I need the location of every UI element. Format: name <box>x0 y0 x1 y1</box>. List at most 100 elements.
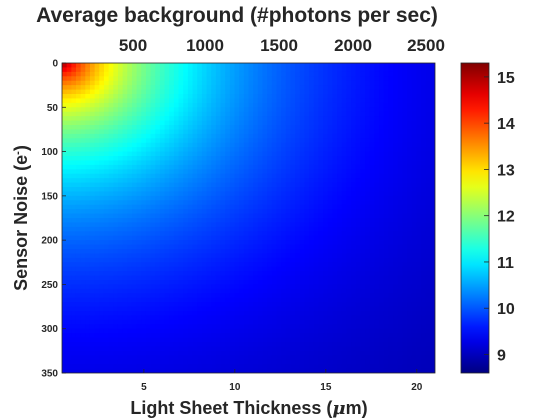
heatmap-cell <box>285 257 292 263</box>
heatmap-cell <box>271 102 278 108</box>
heatmap-cell <box>183 187 189 193</box>
heatmap-cell <box>201 266 208 272</box>
heatmap-cell <box>178 138 184 144</box>
heatmap-cell <box>187 342 194 348</box>
heatmap-cell <box>295 85 301 91</box>
heatmap-cell <box>355 151 361 157</box>
heatmap-cell <box>341 231 348 237</box>
heatmap-cell <box>225 302 231 308</box>
heatmap-cell <box>243 80 250 86</box>
heatmap-cell <box>187 364 194 370</box>
heatmap-cell <box>323 311 329 317</box>
heatmap-cell <box>141 111 147 117</box>
heatmap-cell <box>388 120 394 126</box>
heatmap-cell <box>206 133 212 139</box>
heatmap-cell <box>159 138 166 144</box>
heatmap-cell <box>304 71 310 77</box>
heatmap-cell <box>290 213 296 219</box>
heatmap-cell <box>346 200 352 206</box>
heatmap-cell <box>187 218 194 224</box>
heatmap-cell <box>234 355 240 361</box>
heatmap-cell <box>122 102 128 108</box>
heatmap-cell <box>127 151 133 157</box>
heatmap-cell <box>285 266 292 272</box>
heatmap-cell <box>85 280 91 286</box>
heatmap-cell <box>281 235 287 241</box>
heatmap-cell <box>131 209 138 215</box>
heatmap-cell <box>80 280 86 286</box>
heatmap-cell <box>99 195 105 201</box>
heatmap-cell <box>379 133 385 139</box>
heatmap-cell <box>271 253 278 259</box>
heatmap-cell <box>253 311 259 317</box>
heatmap-cell <box>355 147 361 153</box>
heatmap-cell <box>127 280 133 286</box>
heatmap-cell <box>374 311 380 317</box>
heatmap-cell <box>360 156 366 162</box>
heatmap-cell <box>313 364 320 370</box>
heatmap-cell <box>62 67 68 73</box>
heatmap-cell <box>220 213 226 219</box>
heatmap-cell <box>178 63 184 69</box>
heatmap-cell <box>262 311 268 317</box>
heatmap-cell <box>122 368 128 373</box>
heatmap-cell <box>187 333 194 339</box>
heatmap-cell <box>243 98 250 104</box>
heatmap-cell <box>271 213 278 219</box>
heatmap-cell <box>113 235 119 241</box>
heatmap-cell <box>155 129 161 135</box>
heatmap-cell <box>341 173 348 179</box>
heatmap-cell <box>173 138 180 144</box>
heatmap-cell <box>71 160 77 166</box>
heatmap-cell <box>117 63 124 69</box>
heatmap-cell <box>327 213 334 219</box>
heatmap-cell <box>108 187 114 193</box>
heatmap-cell <box>89 138 96 144</box>
heatmap-cell <box>234 253 240 259</box>
heatmap-cell <box>276 319 282 325</box>
heatmap-cell <box>169 355 175 361</box>
heatmap-cell <box>271 71 278 77</box>
heatmap-cell <box>99 333 105 339</box>
heatmap-cell <box>122 173 128 179</box>
heatmap-cell <box>239 63 245 69</box>
heatmap-cell <box>117 368 124 373</box>
heatmap-cell <box>183 120 189 126</box>
heatmap-cell <box>355 315 361 321</box>
heatmap-cell <box>267 288 273 294</box>
heatmap-cell <box>351 187 357 193</box>
heatmap-cell <box>131 249 138 255</box>
heatmap-cell <box>103 156 110 162</box>
heatmap-cell <box>187 156 194 162</box>
heatmap-cell <box>103 209 110 215</box>
heatmap-cell <box>276 63 282 69</box>
heatmap-cell <box>383 76 389 82</box>
heatmap-cell <box>62 125 68 131</box>
heatmap-cell <box>346 342 352 348</box>
heatmap-cell <box>127 125 133 131</box>
heatmap-cell <box>192 187 198 193</box>
heatmap-cell <box>374 182 380 188</box>
heatmap-cell <box>346 173 352 179</box>
heatmap-cell <box>369 231 375 237</box>
heatmap-cell <box>155 71 161 77</box>
heatmap-cell <box>164 200 170 206</box>
heatmap-cell <box>122 271 128 277</box>
heatmap-cell <box>108 129 114 135</box>
heatmap-cell <box>71 257 77 263</box>
heatmap-cell <box>285 107 292 113</box>
heatmap-cell <box>113 275 119 281</box>
heatmap-cell <box>187 169 194 175</box>
heatmap-cell <box>299 102 306 108</box>
heatmap-cell <box>89 94 96 100</box>
heatmap-cell <box>206 80 212 86</box>
heatmap-cell <box>318 195 324 201</box>
heatmap-cell <box>225 160 231 166</box>
heatmap-cell <box>267 80 273 86</box>
heatmap-cell <box>169 359 175 365</box>
heatmap-cell <box>159 253 166 259</box>
heatmap-cell <box>351 324 357 330</box>
heatmap-cell <box>192 120 198 126</box>
heatmap-cell <box>136 147 142 153</box>
heatmap-cell <box>346 169 352 175</box>
